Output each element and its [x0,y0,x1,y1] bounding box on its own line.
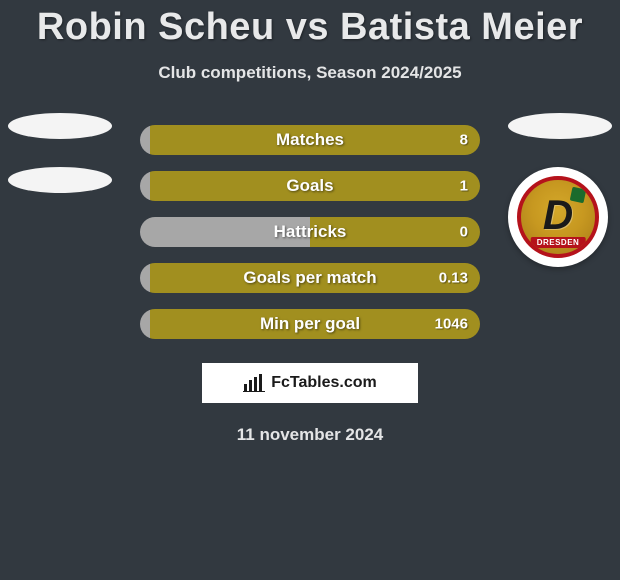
attribution-box: FcTables.com [202,363,418,403]
stat-value-player2: 0 [460,224,468,241]
stat-bar-left [140,171,150,201]
player2-club-badge: D DRESDEN [508,167,608,267]
stat-value-player2: 0.13 [439,270,468,287]
attribution-text: FcTables.com [271,374,377,392]
comparison-area: D DRESDEN Matches 8 Goals 1 Hattricks 0 Goals … [0,125,620,339]
stat-bar-left [140,125,150,155]
stat-label: Matches [276,130,344,150]
stat-value-player2: 8 [460,132,468,149]
stat-value-player2: 1 [460,178,468,195]
stat-label: Goals [286,176,333,196]
stat-bar: Goals per match 0.13 [140,263,480,293]
stat-label: Goals per match [243,268,376,288]
stat-bar: Matches 8 [140,125,480,155]
stat-label: Min per goal [260,314,360,334]
subtitle: Club competitions, Season 2024/2025 [0,63,620,83]
page-title: Robin Scheu vs Batista Meier [0,6,620,49]
stat-bar: Min per goal 1046 [140,309,480,339]
stat-value-player2: 1046 [435,316,468,333]
stat-bar-left [140,309,150,339]
badge-ribbon: DRESDEN [531,237,586,248]
date-text: 11 november 2024 [0,425,620,445]
stat-bar: Hattricks 0 [140,217,480,247]
stat-bars: Matches 8 Goals 1 Hattricks 0 Goals per match 0… [140,125,480,339]
stat-bar-left [140,263,150,293]
barchart-icon [243,374,265,392]
club-badge-inner: D DRESDEN [517,176,599,258]
player1-club-placeholder [8,167,112,193]
stat-bar: Goals 1 [140,171,480,201]
stat-label: Hattricks [274,222,347,242]
player2-avatars: D DRESDEN [508,113,612,267]
badge-letter: D [543,191,573,239]
player1-avatars [8,113,112,193]
player1-avatar-placeholder [8,113,112,139]
player2-avatar-placeholder [508,113,612,139]
